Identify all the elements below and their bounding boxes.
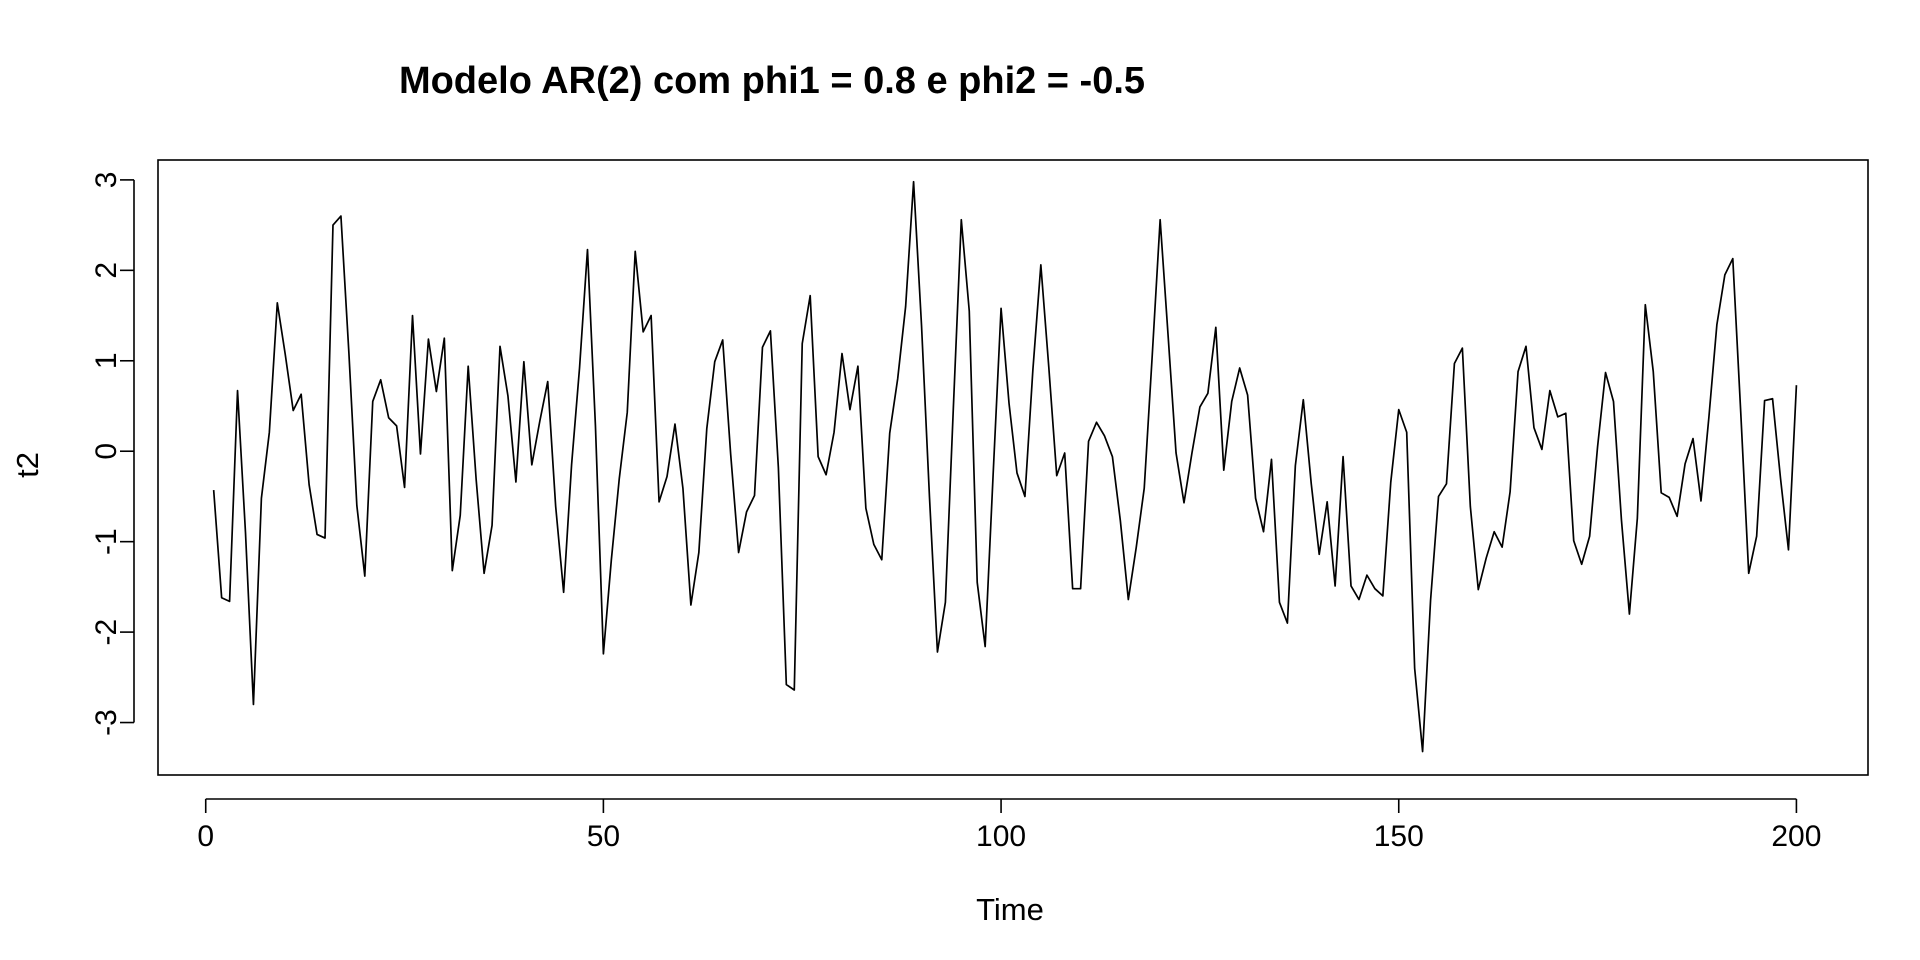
- chart-title: Modelo AR(2) com phi1 = 0.8 e phi2 = -0.…: [399, 60, 1145, 102]
- y-tick-label: 2: [90, 262, 123, 279]
- x-tick-label: 50: [587, 820, 620, 853]
- y-tick-label: 1: [90, 352, 123, 369]
- x-tick-label: 100: [976, 820, 1026, 853]
- y-tick-label: -3: [90, 709, 123, 736]
- x-tick-label: 0: [197, 820, 214, 853]
- x-tick-label: 200: [1771, 820, 1821, 853]
- y-axis-label: t2: [10, 452, 45, 478]
- y-tick-label: -1: [90, 528, 123, 555]
- series-layer: [212, 180, 1798, 753]
- y-tick-label: 3: [90, 172, 123, 189]
- axes: 0 50 100 150 200 -3 -2 -1 0 1 2 3: [90, 159, 1869, 853]
- x-axis-label: Time: [976, 892, 1044, 927]
- y-tick-label: -2: [90, 619, 123, 646]
- series-line: [212, 180, 1798, 753]
- y-tick-label: 0: [90, 443, 123, 460]
- plot-frame: [157, 159, 1869, 776]
- x-tick-label: 150: [1374, 820, 1424, 853]
